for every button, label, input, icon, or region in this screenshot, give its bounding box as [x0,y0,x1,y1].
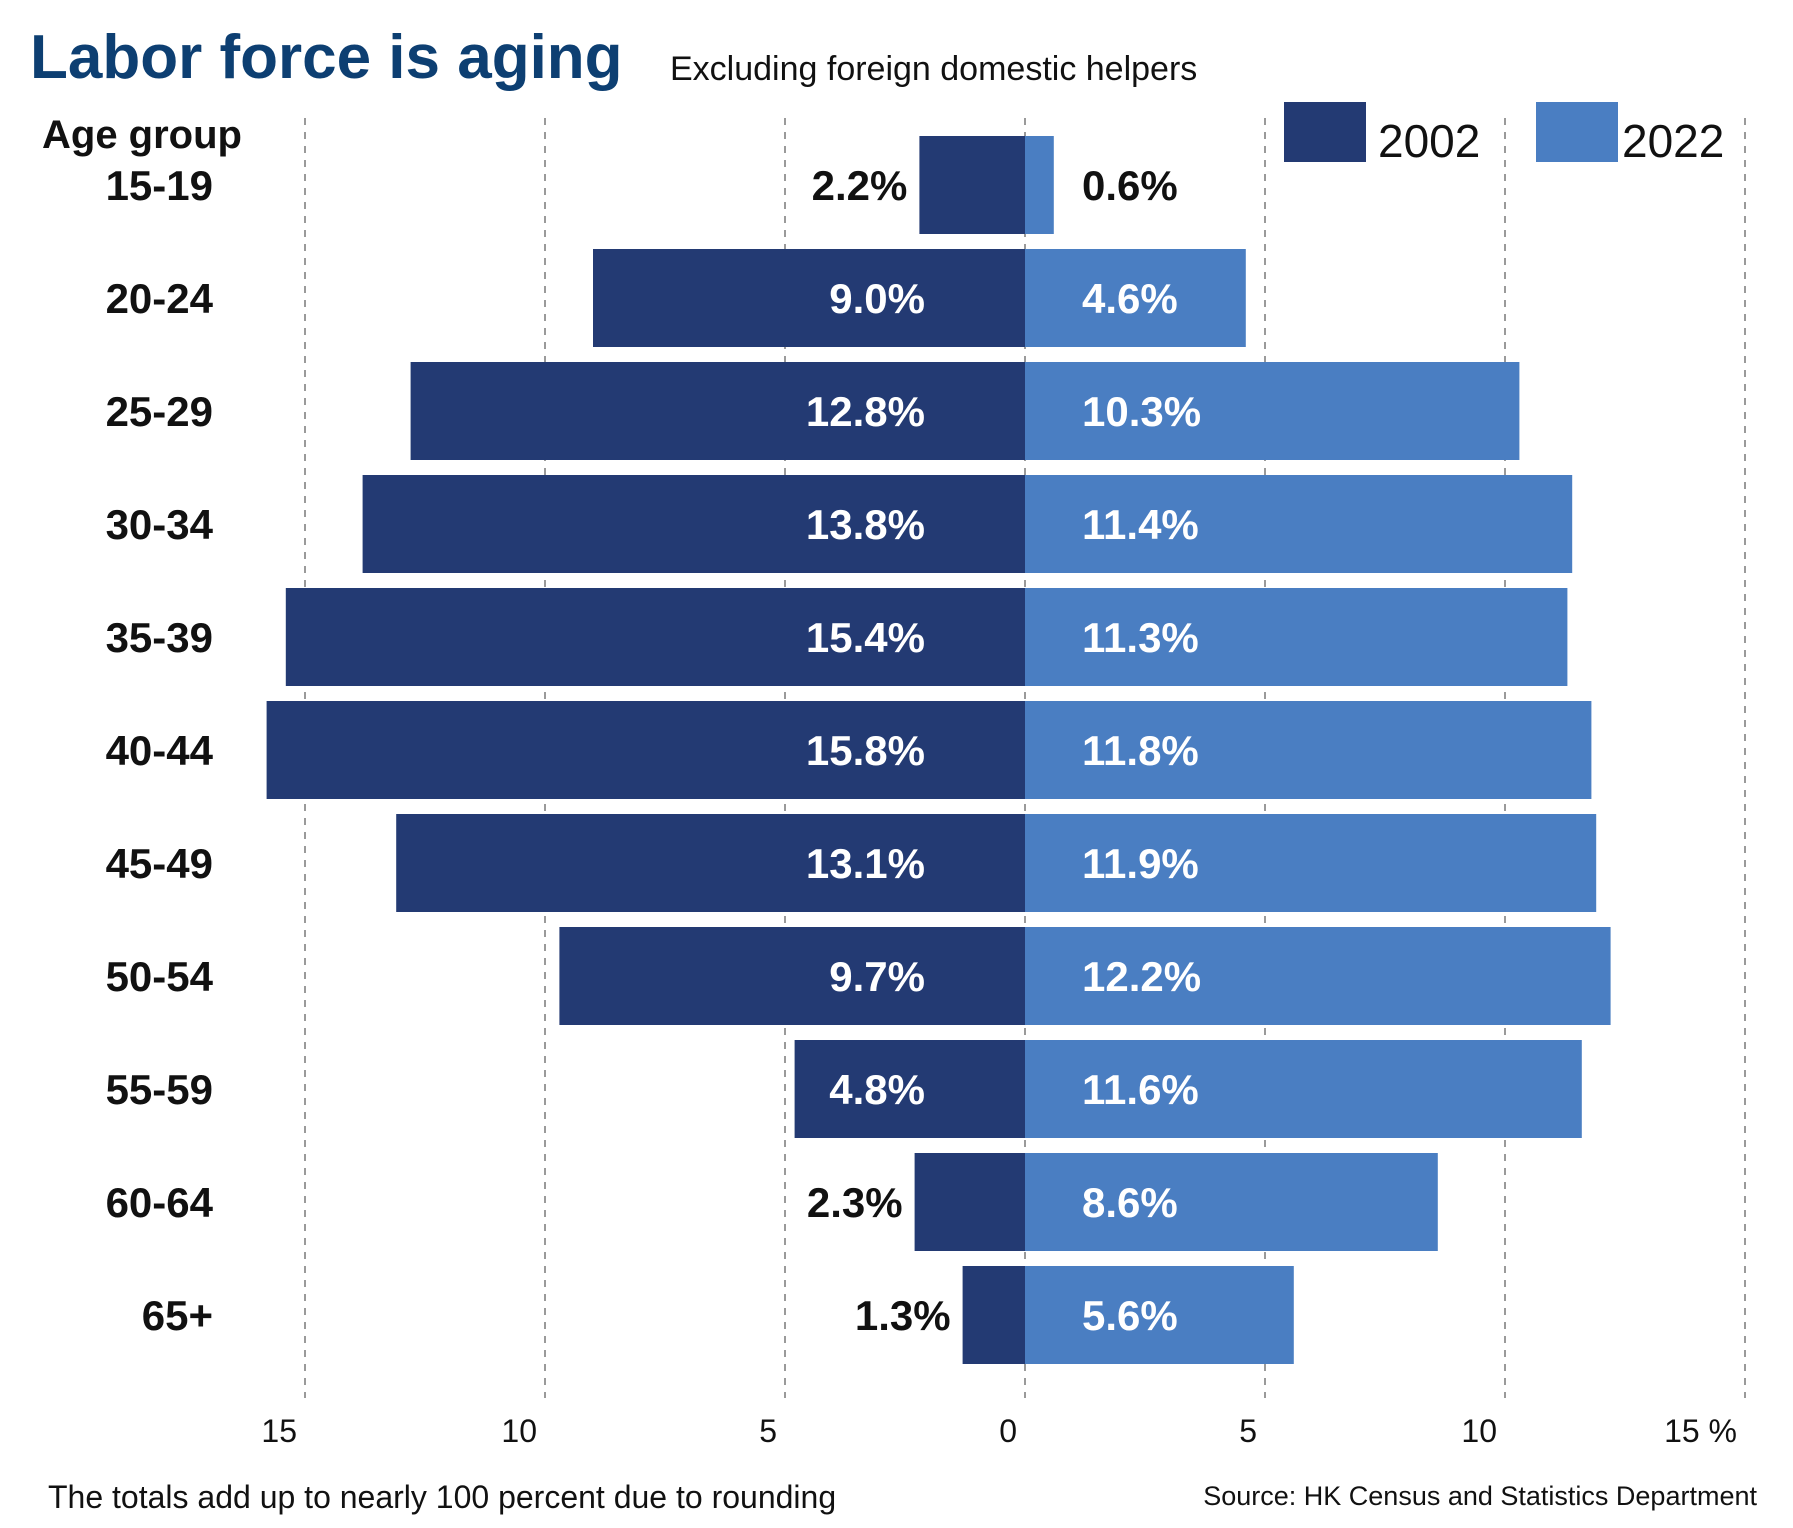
value-label-2002-55-59: 4.8% [829,1066,925,1113]
age-label-35-39: 35-39 [106,614,213,661]
bar-2022-20-24 [1025,249,1246,347]
age-label-60-64: 60-64 [106,1179,214,1226]
chart-title: Labor force is aging [30,23,623,92]
value-label-2002-35-39: 15.4% [806,614,925,661]
value-label-2022-60-64: 8.6% [1082,1179,1178,1226]
bar-2002-20-24 [593,249,1025,347]
value-label-2022-15-19: 0.6% [1082,162,1178,209]
value-label-2002-50-54: 9.7% [829,953,925,1000]
source-credit: Source: HK Census and Statistics Departm… [1203,1481,1757,1511]
value-label-2022-65: 5.6% [1082,1292,1178,1339]
x-tick-label-4: 5 [1239,1413,1257,1449]
value-label-2022-55-59: 11.6% [1082,1066,1199,1113]
legend-label-2022: 2022 [1622,115,1724,167]
bar-2022-40-44 [1025,701,1592,799]
x-tick-label-6: 15 % [1664,1413,1737,1449]
bar-2022-15-19 [1025,136,1054,234]
value-label-2022-20-24: 4.6% [1082,275,1178,322]
x-tick-label-1: 10 [501,1413,537,1449]
age-group-heading: Age group [42,113,242,157]
x-tick-label-0: 15 [261,1413,297,1449]
value-label-2022-25-29: 10.3% [1082,388,1201,435]
footnote: The totals add up to nearly 100 percent … [48,1479,836,1515]
bar-2022-30-34 [1025,475,1573,573]
x-axis-ticks: 15 10 5 0 5 10 15 % [261,1413,1737,1449]
age-label-40-44: 40-44 [106,727,214,774]
value-label-2022-50-54: 12.2% [1082,953,1201,1000]
value-label-2022-40-44: 11.8% [1082,727,1199,774]
bar-2002-50-54 [559,927,1025,1025]
bar-2002-30-34 [362,475,1026,573]
legend: 2002 2022 [1284,102,1724,167]
bar-2022-65 [1025,1266,1294,1364]
bar-2022-60-64 [1025,1153,1438,1251]
bar-2002-35-39 [285,588,1025,686]
age-label-65: 65+ [142,1292,213,1339]
legend-label-2002: 2002 [1378,115,1480,167]
value-label-2002-15-19: 2.2% [812,162,908,209]
age-label-25-29: 25-29 [106,388,213,435]
bar-2002-45-49 [396,814,1025,912]
value-label-2002-45-49: 13.1% [806,840,925,887]
bars [266,136,1611,1364]
value-label-2002-30-34: 13.8% [806,501,925,548]
value-label-2022-35-39: 11.3% [1082,614,1199,661]
legend-swatch-2002 [1284,102,1366,162]
age-label-20-24: 20-24 [106,275,214,322]
x-tick-label-2: 5 [759,1413,777,1449]
value-label-2002-40-44: 15.8% [806,727,925,774]
value-label-2022-30-34: 11.4% [1082,501,1199,548]
value-label-2022-45-49: 11.9% [1082,840,1199,887]
bar-2022-55-59 [1025,1040,1582,1138]
bar-2022-25-29 [1025,362,1520,460]
value-labels: 2.2% 0.6% 9.0% 4.6% 12.8% 10.3% 13.8% 11.4% 15.4… [806,162,1201,1339]
age-label-30-34: 30-34 [106,501,214,548]
bar-2002-65 [962,1266,1025,1364]
bar-2022-35-39 [1025,588,1568,686]
bar-2002-55-59 [794,1040,1025,1138]
bar-2022-50-54 [1025,927,1611,1025]
legend-swatch-2022 [1536,102,1618,162]
bar-2002-25-29 [410,362,1026,460]
age-labels: 15-19 20-24 25-29 30-34 35-39 40-44 45-49 50-54… [106,162,214,1339]
bar-2022-45-49 [1025,814,1597,912]
age-label-55-59: 55-59 [106,1066,213,1113]
chart-subtitle: Excluding foreign domestic helpers [670,50,1197,88]
value-label-2002-25-29: 12.8% [806,388,925,435]
value-label-2002-65: 1.3% [855,1292,951,1339]
value-label-2002-20-24: 9.0% [829,275,925,322]
age-label-45-49: 45-49 [106,840,213,887]
x-tick-label-5: 10 [1461,1413,1497,1449]
bar-2002-60-64 [914,1153,1025,1251]
x-tick-label-3: 0 [999,1413,1017,1449]
value-label-2002-60-64: 2.3% [807,1179,903,1226]
bar-2002-15-19 [919,136,1025,234]
age-label-15-19: 15-19 [106,162,213,209]
age-label-50-54: 50-54 [106,953,214,1000]
bar-2002-40-44 [266,701,1026,799]
